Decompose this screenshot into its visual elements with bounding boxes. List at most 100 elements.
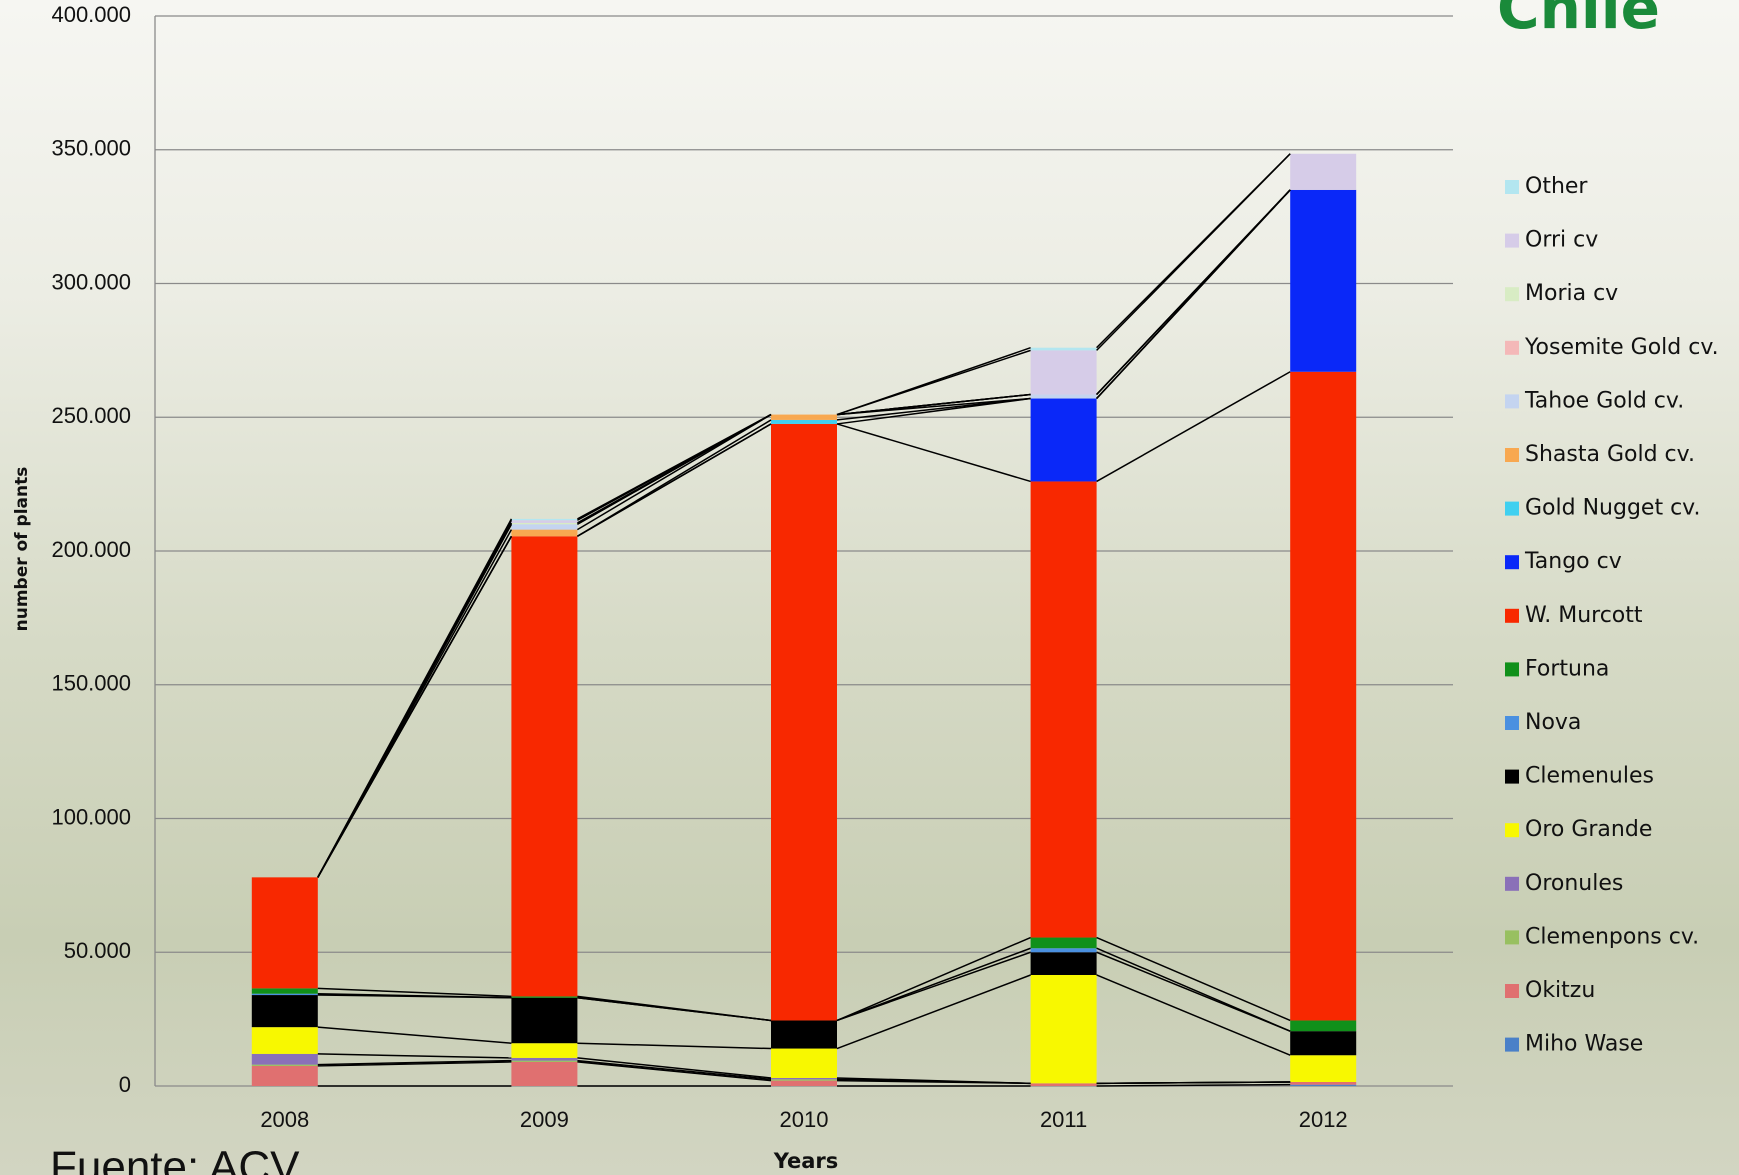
x-tick-label: 2009 bbox=[520, 1107, 569, 1132]
series-line bbox=[836, 936, 1031, 1022]
legend-label: Oronules bbox=[1525, 871, 1623, 896]
series-line bbox=[836, 974, 1031, 1050]
series-line bbox=[1096, 189, 1291, 396]
bar-segment bbox=[1030, 398, 1097, 482]
bar-segment bbox=[251, 1064, 318, 1066]
legend-swatch bbox=[1505, 448, 1519, 462]
legend-swatch bbox=[1505, 823, 1519, 838]
legend-swatch bbox=[1505, 608, 1519, 623]
series-line bbox=[577, 419, 772, 537]
legend-label: Shasta Gold cv. bbox=[1525, 442, 1695, 467]
bar-segment bbox=[511, 524, 578, 530]
bar-segment bbox=[771, 1080, 837, 1086]
legend-swatch bbox=[1505, 930, 1519, 945]
series-line bbox=[577, 1059, 772, 1081]
legend-swatch bbox=[1505, 233, 1519, 248]
bar-segment bbox=[1030, 1083, 1097, 1086]
x-tick-label: 2011 bbox=[1040, 1107, 1087, 1132]
series-line bbox=[1096, 1083, 1291, 1087]
x-tick-label: 2008 bbox=[260, 1107, 309, 1132]
series-line bbox=[836, 346, 1031, 416]
bar-segment bbox=[251, 877, 318, 989]
bar-segment bbox=[511, 1060, 578, 1062]
y-tick-label: 350.000 bbox=[51, 136, 131, 161]
bar-segment bbox=[511, 522, 578, 525]
bar-segment bbox=[251, 993, 318, 996]
bar-segment bbox=[1290, 371, 1357, 1021]
series-line bbox=[317, 518, 513, 878]
legend-label: Tahoe Gold cv. bbox=[1524, 388, 1684, 413]
bar-segment bbox=[1290, 153, 1357, 190]
series-line bbox=[836, 947, 1031, 1022]
legend-swatch bbox=[1505, 340, 1519, 355]
bar-segment bbox=[1290, 1055, 1357, 1082]
legend-label: Tango cv bbox=[1524, 549, 1622, 574]
series-line bbox=[317, 1059, 512, 1066]
y-tick-label: 400.000 bbox=[51, 2, 131, 27]
bar-segment bbox=[1290, 1031, 1357, 1056]
bar-segment bbox=[1290, 189, 1357, 372]
series-line bbox=[317, 992, 512, 999]
bar-segment bbox=[1030, 350, 1097, 395]
series-line bbox=[1096, 936, 1291, 1022]
series-line bbox=[836, 397, 1031, 421]
bar-segment bbox=[511, 997, 578, 1044]
bar-segment bbox=[1030, 347, 1097, 351]
legend-label: Miho Wase bbox=[1525, 1032, 1643, 1057]
bar-segment bbox=[1030, 952, 1097, 975]
series-line bbox=[317, 1053, 512, 1059]
bar-segment bbox=[511, 1043, 578, 1058]
bar-segment bbox=[1290, 1081, 1357, 1085]
bar-segment bbox=[771, 414, 837, 420]
bar-segment bbox=[1290, 1020, 1357, 1032]
legend-swatch bbox=[1505, 180, 1519, 194]
legend-label: Yosemite Gold cv. bbox=[1524, 335, 1719, 360]
legend-swatch bbox=[1505, 501, 1519, 516]
bar-segment bbox=[511, 536, 578, 997]
bar-segment bbox=[251, 1027, 318, 1054]
source-text: Fuente: ACV bbox=[50, 1143, 300, 1175]
bar-segment bbox=[771, 419, 837, 424]
legend-swatch bbox=[1505, 1037, 1519, 1052]
bar-segment bbox=[1030, 481, 1097, 938]
bar-segment bbox=[511, 529, 578, 537]
bar-segment bbox=[251, 995, 318, 1028]
series-line bbox=[317, 1026, 512, 1044]
bar-segment bbox=[1030, 394, 1097, 399]
y-tick-label: 0 bbox=[119, 1072, 131, 1097]
bar-segment bbox=[511, 996, 578, 998]
legend-swatch bbox=[1505, 287, 1519, 302]
bar-segment bbox=[511, 520, 578, 523]
series-line bbox=[317, 987, 512, 998]
bar-segment bbox=[511, 1057, 578, 1061]
legend-swatch bbox=[1505, 555, 1519, 570]
legend-label: W. Murcott bbox=[1525, 603, 1643, 628]
legend-label: Nova bbox=[1525, 710, 1581, 735]
y-tick-label: 300.000 bbox=[51, 269, 131, 294]
x-axis-label: Years bbox=[773, 1149, 839, 1173]
bar-segment bbox=[771, 1020, 837, 1049]
series-line bbox=[1096, 947, 1291, 1032]
y-axis-label: number of plants bbox=[12, 467, 32, 632]
y-tick-label: 200.000 bbox=[51, 537, 131, 562]
series-line bbox=[836, 1077, 1031, 1085]
legend-label: Fortuna bbox=[1525, 656, 1609, 681]
series-line bbox=[836, 423, 1031, 483]
legend-label: Orri cv bbox=[1525, 228, 1598, 253]
logo-text: Chile bbox=[1497, 0, 1660, 42]
bar-segment bbox=[1030, 974, 1097, 1084]
legend-label: Clemenules bbox=[1525, 764, 1654, 789]
series-line bbox=[1096, 974, 1291, 1056]
y-tick-label: 150.000 bbox=[51, 671, 131, 696]
series-line bbox=[577, 1042, 772, 1050]
bar-segment bbox=[1290, 1084, 1357, 1086]
legend-swatch bbox=[1505, 769, 1519, 784]
series-line bbox=[577, 995, 772, 1022]
y-tick-label: 100.000 bbox=[51, 804, 131, 829]
series-line bbox=[317, 1061, 512, 1067]
y-tick-label: 50.000 bbox=[64, 938, 131, 963]
legend-swatch bbox=[1505, 984, 1519, 998]
series-line bbox=[836, 393, 1031, 416]
series-line bbox=[577, 1057, 772, 1079]
